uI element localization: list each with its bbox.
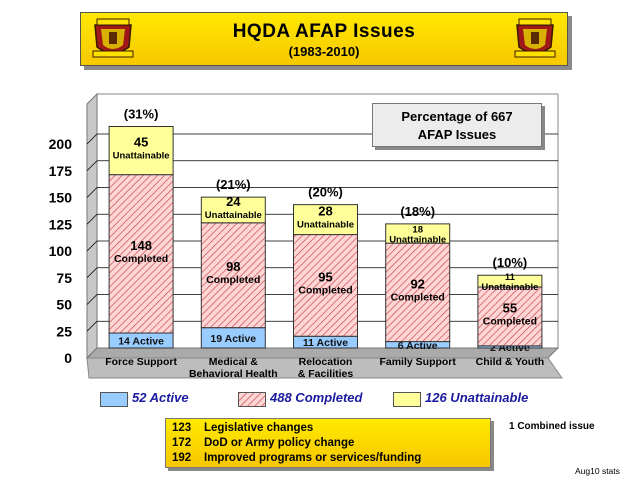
y-tick-label: 150	[49, 190, 73, 206]
y-tick-label: 75	[56, 270, 72, 286]
breakdown-text: Improved programs or services/funding	[204, 452, 422, 464]
data-label-completed: 55	[503, 300, 517, 315]
percentage-label: (20%)	[308, 185, 343, 200]
bar-segment-unattainable	[477, 274, 543, 288]
data-label-completed: 98	[226, 259, 240, 274]
data-label-completed: 92	[410, 276, 424, 291]
x-tick-label: Medical &	[209, 356, 258, 368]
y-tick-label: 125	[49, 216, 73, 232]
legend-swatch-active	[100, 392, 128, 407]
y-tick-label: 100	[49, 243, 73, 259]
page-title: HQDA AFAP Issues	[232, 21, 416, 42]
bar-segment-unattainable	[200, 196, 266, 224]
info-line-1: Percentage of 667	[401, 109, 513, 124]
x-tick-label: Force Support	[105, 356, 177, 368]
data-label-active: 14 Active	[118, 336, 164, 348]
data-label-word-completed: Completed	[298, 284, 352, 296]
data-label-word-completed: Completed	[391, 291, 445, 303]
percentage-label: (21%)	[216, 177, 251, 192]
x-tick-label: Relocation	[299, 356, 353, 368]
legend-label-completed: 488 Completed	[270, 390, 363, 405]
bar-segment-unattainable	[293, 204, 358, 236]
data-label-word-unattainable: Unattainable	[481, 282, 538, 293]
y-tick-label: 25	[56, 323, 72, 339]
gridline-depth	[86, 320, 98, 332]
data-label-unattainable: 24	[226, 194, 241, 209]
data-label-unattainable: 28	[318, 204, 332, 219]
x-tick-label: Family Support	[379, 356, 456, 368]
breakdown-text: Legislative changes	[204, 422, 314, 434]
data-label-active: 6 Active	[398, 340, 438, 352]
data-label-unattainable: 11	[505, 272, 516, 283]
combined-issue-note: 1 Combined issue	[509, 421, 595, 432]
breakdown-row: 192 Improved programs or services/funding	[172, 451, 484, 466]
data-label-unattainable: 18	[412, 225, 423, 236]
bar-segment-unattainable	[108, 126, 174, 176]
data-label-word-unattainable: Unattainable	[389, 235, 446, 246]
bar-segment-completed	[477, 286, 543, 347]
army-crest-icon	[513, 17, 557, 61]
gridline-depth	[86, 267, 98, 279]
breakdown-count: 172	[172, 437, 192, 449]
y-tick-label: 0	[64, 350, 72, 366]
x-tick-label: & Facilities	[298, 368, 354, 380]
bar-segment-completed	[385, 242, 451, 343]
gridline-depth	[86, 187, 98, 198]
data-label-unattainable: 45	[134, 135, 148, 150]
chart-floor-front	[86, 357, 563, 379]
legend-swatch-unattainable	[393, 392, 421, 407]
legend-swatch-completed	[238, 392, 266, 407]
chart-side-wall	[86, 92, 98, 360]
army-crest-icon	[91, 17, 135, 61]
data-label-completed: 95	[318, 269, 332, 284]
y-tick-label: 175	[49, 163, 73, 179]
breakdown-count: 192	[172, 452, 192, 464]
y-tick-label: 50	[56, 297, 72, 313]
breakdown-count: 123	[172, 422, 192, 434]
percentage-label: (10%)	[493, 255, 528, 270]
gridline-depth	[86, 294, 98, 305]
percentage-label: (31%)	[124, 107, 159, 122]
breakdown-row: 123 Legislative changes	[172, 421, 484, 436]
y-tick-label: 200	[49, 136, 73, 152]
data-label-word-unattainable: Unattainable	[297, 220, 354, 231]
info-line-2: AFAP Issues	[417, 127, 497, 142]
percentage-info-box: Percentage of 667 AFAP Issues	[372, 103, 542, 147]
percentage-label: (18%)	[400, 204, 435, 219]
gridline-depth	[86, 213, 98, 225]
legend-label-active: 52 Active	[132, 390, 189, 405]
gridline-depth	[86, 240, 98, 252]
x-tick-label: Behavioral Health	[189, 368, 278, 380]
breakdown-text: DoD or Army policy change	[204, 437, 355, 449]
breakdown-row: 172 DoD or Army policy change	[172, 436, 484, 451]
bar-segment-completed	[293, 234, 358, 337]
data-label-word-completed: Completed	[206, 274, 260, 286]
data-label-active: 11 Active	[303, 337, 348, 349]
title-banner: HQDA AFAP Issues (1983-2010)	[80, 12, 568, 66]
chart-legend: 52 Active 488 Completed 126 Unattainable	[0, 390, 640, 410]
data-label-word-unattainable: Unattainable	[113, 151, 170, 162]
bar-segment-unattainable	[385, 223, 451, 244]
data-label-word-unattainable: Unattainable	[205, 210, 262, 221]
completed-breakdown-box: 123 Legislative changes 172 DoD or Army po…	[165, 418, 491, 468]
data-label-word-completed: Completed	[114, 253, 168, 265]
data-label-word-completed: Completed	[483, 315, 537, 327]
bar-segment-completed	[108, 174, 174, 334]
legend-label-unattainable: 126 Unattainable	[425, 390, 529, 405]
data-label-completed: 148	[130, 238, 152, 253]
gridline-depth	[86, 160, 98, 172]
x-tick-label: Child & Youth	[476, 356, 544, 368]
data-label-active: 19 Active	[210, 333, 256, 345]
page-subtitle: (1983-2010)	[288, 44, 360, 59]
gridline-depth	[86, 133, 98, 145]
stats-footnote: Aug10 stats	[575, 466, 620, 476]
